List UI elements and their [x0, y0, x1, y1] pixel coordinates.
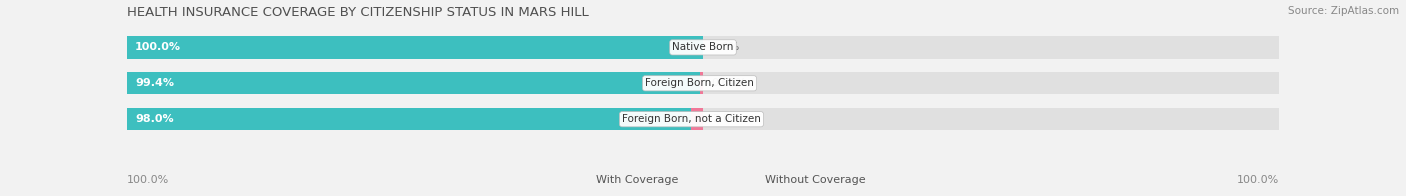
Text: 98.0%: 98.0% [135, 114, 174, 124]
Text: 100.0%: 100.0% [127, 175, 169, 185]
Text: 100.0%: 100.0% [1237, 175, 1279, 185]
Bar [692, 108, 703, 130]
Text: Without Coverage: Without Coverage [765, 175, 866, 185]
Text: 0.0%: 0.0% [711, 42, 740, 52]
Bar [127, 108, 1279, 130]
Text: 99.4%: 99.4% [135, 78, 174, 88]
Bar [127, 72, 700, 94]
Text: Foreign Born, not a Citizen: Foreign Born, not a Citizen [621, 114, 761, 124]
Bar [127, 36, 703, 59]
Text: 0.61%: 0.61% [711, 78, 747, 88]
Text: HEALTH INSURANCE COVERAGE BY CITIZENSHIP STATUS IN MARS HILL: HEALTH INSURANCE COVERAGE BY CITIZENSHIP… [127, 6, 588, 19]
Bar [700, 72, 703, 94]
Text: With Coverage: With Coverage [596, 175, 679, 185]
Text: Native Born: Native Born [672, 42, 734, 52]
Bar [127, 72, 1279, 94]
Text: Foreign Born, Citizen: Foreign Born, Citizen [645, 78, 754, 88]
Bar [127, 108, 692, 130]
Text: Source: ZipAtlas.com: Source: ZipAtlas.com [1288, 6, 1399, 16]
Bar [127, 36, 1279, 59]
Text: 2.0%: 2.0% [711, 114, 740, 124]
Text: 100.0%: 100.0% [135, 42, 181, 52]
